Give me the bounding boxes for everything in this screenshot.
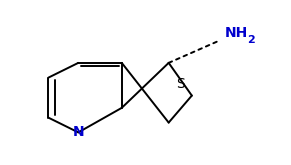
Text: S: S xyxy=(176,77,184,91)
Text: NH: NH xyxy=(225,26,249,40)
Text: 2: 2 xyxy=(247,35,255,45)
Text: N: N xyxy=(72,125,84,139)
